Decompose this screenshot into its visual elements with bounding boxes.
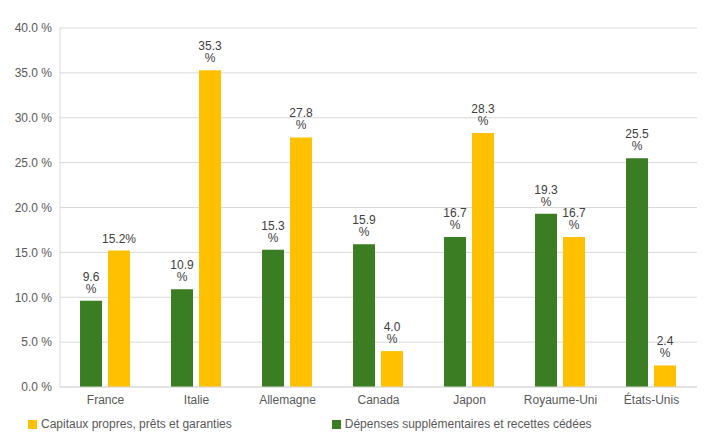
svg-text:30.0 %: 30.0 % xyxy=(15,111,53,125)
svg-text:10.0 %: 10.0 % xyxy=(15,291,53,305)
svg-text:Japon: Japon xyxy=(453,393,486,407)
svg-text:France: France xyxy=(87,393,125,407)
html-text:Capitaux propres, prêts et gar: Capitaux propres, prêts et garanties xyxy=(41,417,232,431)
svg-text:États-Unis: États-Unis xyxy=(624,392,679,407)
svg-text:16.7%: 16.7% xyxy=(562,206,586,232)
svg-text:0.0 %: 0.0 % xyxy=(21,380,52,394)
svg-text:Royaume-Uni: Royaume-Uni xyxy=(524,393,597,407)
svg-text:28.3%: 28.3% xyxy=(471,102,495,128)
svg-text:25.5%: 25.5% xyxy=(625,127,649,153)
svg-text:35.3%: 35.3% xyxy=(198,39,222,65)
svg-text:20.0 %: 20.0 % xyxy=(15,201,53,215)
svg-text:40.0 %: 40.0 % xyxy=(15,21,53,35)
svg-text:19.3%: 19.3% xyxy=(534,183,558,209)
svg-text:15.9%: 15.9% xyxy=(352,213,376,239)
svg-text:16.7%: 16.7% xyxy=(443,206,467,232)
svg-text:2.4%: 2.4% xyxy=(657,334,674,360)
svg-text:4.0%: 4.0% xyxy=(384,320,401,346)
svg-text:25.0 %: 25.0 % xyxy=(15,156,53,170)
svg-text:35.0 %: 35.0 % xyxy=(15,66,53,80)
svg-text:9.6%: 9.6% xyxy=(83,270,100,296)
svg-text:Italie: Italie xyxy=(184,393,210,407)
svg-text:15.0 %: 15.0 % xyxy=(15,246,53,260)
svg-text:15.3%: 15.3% xyxy=(261,219,285,245)
svg-text:27.8%: 27.8% xyxy=(289,106,313,132)
svg-text:15.2%: 15.2% xyxy=(102,232,136,246)
svg-text:Allemagne: Allemagne xyxy=(259,393,316,407)
svg-text:Canada: Canada xyxy=(357,393,399,407)
html-text:Dépenses supplémentaires et re: Dépenses supplémentaires et recettes céd… xyxy=(344,417,592,431)
svg-text:5.0 %: 5.0 % xyxy=(21,335,52,349)
svg-text:10.9%: 10.9% xyxy=(170,258,194,284)
